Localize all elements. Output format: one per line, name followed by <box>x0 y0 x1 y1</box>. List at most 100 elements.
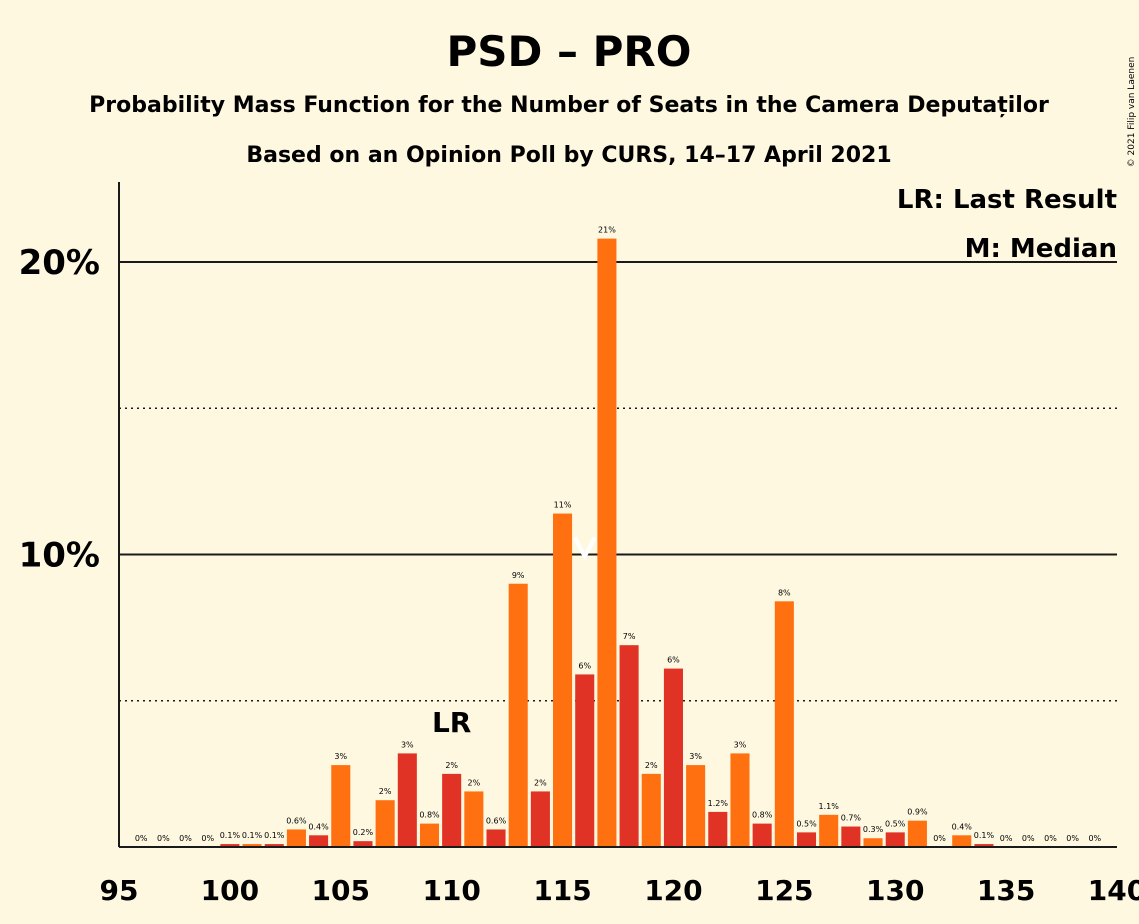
x-tick-label: 95 <box>100 874 139 907</box>
chart-subtitle: Probability Mass Function for the Number… <box>89 93 1049 118</box>
data-label: 21% <box>598 226 616 235</box>
x-tick-label: 140 <box>1088 874 1139 907</box>
data-label: 0.9% <box>907 808 928 817</box>
bar <box>309 835 329 847</box>
data-label: 0% <box>201 834 214 843</box>
bar <box>952 835 972 847</box>
data-label: 3% <box>401 740 414 749</box>
data-label: 0% <box>1044 834 1057 843</box>
last-result-marker: LR <box>432 706 471 739</box>
bar <box>796 832 817 847</box>
bar <box>597 238 617 848</box>
data-label: 0.8% <box>752 811 773 820</box>
data-label: 0% <box>179 834 192 843</box>
data-label: 0.7% <box>841 814 862 823</box>
bar <box>508 583 528 847</box>
data-label: 0.5% <box>885 819 906 828</box>
median-marker <box>572 536 597 561</box>
data-label: 0% <box>135 834 148 843</box>
gridlines <box>119 261 1117 702</box>
bar <box>575 674 595 847</box>
legend-last-result: LR: Last Result <box>897 185 1117 215</box>
bar <box>375 800 395 847</box>
bar <box>885 832 905 847</box>
data-label: 2% <box>379 787 392 796</box>
data-label: 0.1% <box>264 831 285 840</box>
data-label: 0% <box>1022 834 1035 843</box>
data-label: 3% <box>334 752 347 761</box>
data-label: 2% <box>467 778 480 787</box>
bar <box>641 773 661 847</box>
data-label: 0% <box>157 834 170 843</box>
legend-median: M: Median <box>965 234 1117 264</box>
axes: 10% 20% 95 100 105 110 115 120 125 130 135 140 <box>19 182 1139 907</box>
data-label: 2% <box>445 761 458 770</box>
chart-title: PSD – PRO <box>447 27 692 76</box>
x-tick-label: 115 <box>533 874 591 907</box>
bar <box>264 844 284 847</box>
bar <box>752 823 772 847</box>
bar <box>907 820 927 847</box>
y-tick-label: 10% <box>19 536 100 576</box>
data-label: 0% <box>933 834 946 843</box>
x-tick-label: 135 <box>977 874 1035 907</box>
data-label: 6% <box>578 661 591 670</box>
bar <box>863 838 883 847</box>
bar <box>708 811 728 847</box>
y-tick-label: 20% <box>19 243 100 283</box>
bar <box>397 753 417 847</box>
data-label: 0.6% <box>286 816 307 825</box>
data-label: 0% <box>1000 834 1013 843</box>
data-label: 11% <box>554 501 572 510</box>
data-label: 0% <box>1066 834 1079 843</box>
data-label: 0.2% <box>353 828 374 837</box>
data-label: 0.1% <box>974 831 995 840</box>
bar <box>486 829 506 847</box>
data-label: 1.2% <box>708 799 729 808</box>
x-tick-label: 130 <box>866 874 924 907</box>
bar <box>663 668 683 847</box>
bar <box>419 823 440 847</box>
data-label: 0.4% <box>952 822 973 831</box>
bar <box>686 765 706 847</box>
x-tick-label: 105 <box>312 874 370 907</box>
markers: LR <box>432 536 597 739</box>
bar <box>730 753 750 847</box>
data-label: 7% <box>623 632 636 641</box>
data-label: 0.4% <box>308 822 329 831</box>
bar <box>464 791 484 847</box>
data-label: 3% <box>734 740 747 749</box>
data-label: 3% <box>689 752 702 761</box>
x-tick-label: 125 <box>755 874 813 907</box>
chart-subtitle-poll: Based on an Opinion Poll by CURS, 14–17 … <box>246 143 891 168</box>
bar <box>974 844 994 847</box>
copyright-text: © 2021 Filip van Laenen <box>1127 57 1137 168</box>
bar <box>530 791 550 847</box>
bar <box>220 844 240 847</box>
data-label: 0% <box>1088 834 1101 843</box>
bar <box>841 826 861 847</box>
bar <box>619 645 639 847</box>
bar <box>286 829 306 847</box>
x-tick-label: 120 <box>644 874 702 907</box>
data-label: 6% <box>667 656 680 665</box>
bar <box>774 601 794 847</box>
data-label: 0.3% <box>863 825 884 834</box>
x-tick-label: 100 <box>201 874 259 907</box>
x-tick-label: 110 <box>422 874 480 907</box>
data-label: 2% <box>534 778 547 787</box>
bar <box>442 773 462 847</box>
bar <box>242 844 262 847</box>
data-label: 2% <box>645 761 658 770</box>
bar <box>353 841 373 847</box>
data-label: 0.8% <box>419 811 440 820</box>
bar <box>331 765 351 847</box>
bars <box>220 238 994 848</box>
data-label: 9% <box>512 571 525 580</box>
data-label: 0.1% <box>242 831 263 840</box>
data-label: 8% <box>778 588 791 597</box>
data-label: 1.1% <box>819 802 840 811</box>
bar <box>819 814 839 847</box>
data-label: 0.1% <box>220 831 241 840</box>
